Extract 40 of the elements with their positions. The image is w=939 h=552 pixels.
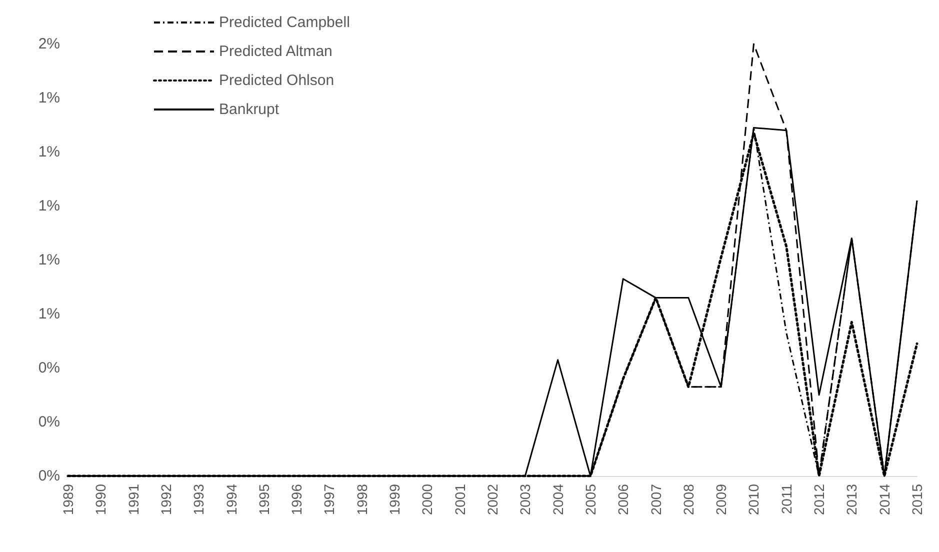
legend-label: Predicted Altman [219, 43, 332, 60]
y-tick-label: 0% [38, 414, 60, 430]
y-tick-label: 1% [38, 306, 60, 322]
x-tick-label: 1992 [158, 484, 174, 516]
x-tick-label: 2002 [484, 484, 500, 516]
x-tick-label: 2001 [452, 484, 468, 516]
x-tick-label: 2008 [680, 484, 696, 516]
legend-label: Predicted Ohlson [219, 72, 334, 89]
x-tick-label: 2006 [615, 484, 632, 516]
x-tick-label: 1990 [92, 484, 109, 516]
x-tick-label: 2007 [648, 484, 664, 516]
y-tick-label: 2% [38, 36, 60, 52]
y-tick-label: 0% [38, 468, 60, 484]
x-tick-label: 2009 [713, 484, 730, 516]
x-tick-label: 1995 [256, 484, 272, 516]
x-tick-label: 2014 [876, 484, 892, 516]
x-tick-label: 1999 [386, 484, 403, 516]
x-tick-label: 2012 [811, 484, 828, 516]
legend-label: Bankrupt [219, 101, 280, 118]
x-tick-label: 2015 [909, 484, 925, 516]
x-tick-label: 2011 [778, 484, 794, 514]
x-tick-label: 1991 [125, 484, 142, 516]
y-tick-label: 1% [38, 198, 60, 214]
x-tick-label: 2000 [419, 484, 436, 516]
x-tick-label: 2013 [844, 484, 860, 516]
x-tick-label: 1994 [223, 484, 240, 516]
x-tick-label: 1997 [321, 484, 338, 516]
legend-label: Predicted Campbell [219, 14, 350, 31]
y-tick-label: 0% [38, 360, 60, 376]
y-tick-label: 1% [38, 252, 60, 268]
x-tick-label: 1993 [190, 484, 207, 516]
x-tick-label: 1996 [288, 484, 305, 516]
x-tick-label: 2010 [746, 484, 762, 516]
x-tick-label: 2004 [550, 484, 566, 516]
x-tick-label: 2003 [517, 484, 534, 516]
y-tick-label: 1% [38, 90, 60, 106]
y-tick-label: 1% [38, 144, 60, 160]
x-tick-label: 1989 [60, 484, 76, 516]
x-tick-label: 2005 [582, 484, 598, 516]
x-tick-label: 1998 [354, 484, 370, 516]
